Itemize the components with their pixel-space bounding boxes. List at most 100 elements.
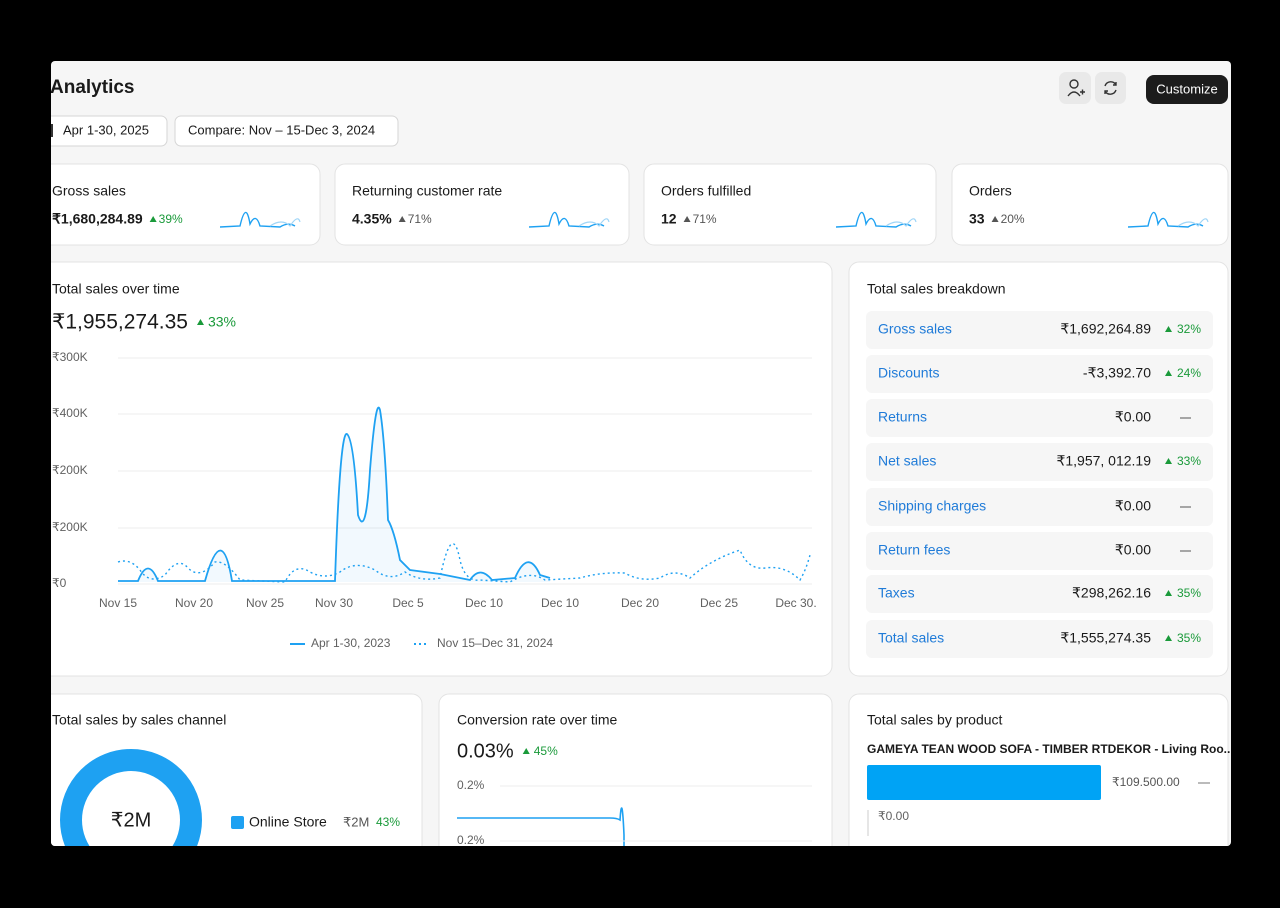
kpi-change: 20% [1001, 212, 1025, 226]
date-filter[interactable] [40, 115, 168, 147]
page-title: Analytics [50, 77, 134, 98]
x-tick-label: Nov 25 [246, 596, 284, 610]
x-tick-label: Nov 20 [175, 596, 213, 610]
total-change: 33% [208, 314, 236, 330]
y-tick-label: 0.2% [457, 833, 485, 847]
row-label: Net sales [878, 453, 936, 469]
conversion-line [457, 807, 625, 846]
y-tick-label: ₹300K [52, 350, 88, 364]
x-tick-label: Dec 10 [541, 596, 579, 610]
x-tick-label: Dec 5 [392, 596, 424, 610]
up-arrow [1165, 326, 1172, 332]
card-title: Total sales breakdown [867, 281, 1006, 297]
card-title: Total sales by sales channel [52, 712, 226, 728]
breakdown-row [866, 532, 1213, 570]
row-value: ₹298,262.16 [1072, 585, 1151, 601]
row-value: -₹3,392.70 [1083, 365, 1151, 381]
x-tick-label: Dec 20 [621, 596, 659, 610]
conversion-change: 45% [534, 744, 558, 758]
icon-button[interactable] [1095, 72, 1126, 104]
card-title: Total sales over time [52, 281, 180, 297]
card [51, 261, 833, 677]
up-arrow [683, 216, 691, 222]
row-change: 35% [1177, 631, 1201, 645]
card-title: Conversion rate over time [457, 712, 618, 728]
legend-swatch [231, 816, 244, 829]
row-value: ₹1,692,264.89 [1060, 321, 1151, 337]
x-tick-label: Dec 10 [465, 596, 503, 610]
axis-label: ₹0.00 [878, 809, 909, 823]
sparkline-compare [578, 218, 610, 227]
product-value: ₹109.500.00 [1112, 775, 1180, 789]
kpi-card [51, 163, 321, 246]
up-arrow [1165, 590, 1172, 596]
button-label: Customize [1156, 81, 1217, 96]
kpi-card [951, 163, 1229, 246]
x-tick-label: Dec 25 [700, 596, 738, 610]
kpi-value: 12 [661, 211, 677, 227]
breakdown-row [866, 620, 1213, 658]
card [51, 693, 423, 846]
up-arrow [1165, 458, 1172, 464]
compare-filter[interactable] [174, 115, 399, 147]
x-tick-label: Dec 30. [775, 596, 816, 610]
donut-label: ₹2M [111, 809, 152, 831]
row-label: Gross sales [878, 321, 952, 337]
card-title: Total sales by product [867, 712, 1003, 728]
card [438, 693, 833, 846]
breakdown-row [866, 575, 1213, 613]
x-tick-label: Nov 15 [99, 596, 137, 610]
compare-line [117, 543, 811, 583]
legend-name: Online Store [249, 814, 327, 830]
kpi-label: Gross sales [52, 183, 126, 199]
row-change: 32% [1177, 322, 1201, 336]
row-label: Total sales [878, 630, 944, 646]
customize-button[interactable] [1146, 75, 1228, 104]
kpi-label: Orders fulfilled [661, 183, 751, 199]
row-label: Discounts [878, 365, 939, 381]
up-arrow [1165, 370, 1172, 376]
up-arrow [149, 216, 157, 222]
y-tick-label: ₹200K [52, 520, 88, 534]
kpi-change: 71% [408, 212, 432, 226]
kpi-change: 71% [693, 212, 717, 226]
y-tick-label: ₹0 [52, 576, 67, 590]
kpi-value: 33 [969, 211, 985, 227]
sales-line [118, 406, 551, 582]
conversion-value: 0.03% [457, 740, 514, 762]
kpi-value: ₹1,680,284.89 [52, 211, 143, 227]
breakdown-row [866, 488, 1213, 526]
product-bar [867, 765, 1101, 800]
user-icon [1067, 79, 1085, 97]
row-change: 33% [1177, 454, 1201, 468]
product-name: GAMEYA TEAN WOOD SOFA - TIMBER RTDEKOR -… [867, 742, 1234, 756]
x-tick-label: Nov 30 [315, 596, 353, 610]
kpi-change: 39% [159, 212, 183, 226]
breakdown-row [866, 355, 1213, 393]
row-label: Taxes [878, 585, 915, 601]
kpi-card [334, 163, 630, 246]
kpi-card [643, 163, 937, 246]
legend-label: Apr 1-30, 2023 [311, 636, 391, 650]
total-value: ₹1,955,274.35 [52, 311, 188, 334]
up-arrow [522, 748, 530, 754]
breakdown-row [866, 443, 1213, 481]
row-change: 35% [1177, 586, 1201, 600]
row-value: ₹0.00 [1115, 498, 1151, 514]
row-value: ₹1,555,274.35 [1060, 630, 1151, 646]
y-tick-label: ₹400K [52, 406, 88, 420]
row-value: ₹0.00 [1115, 409, 1151, 425]
compare-label: Compare: Nov – 15-Dec 3, 2024 [188, 122, 375, 137]
y-tick-label: 0.2% [457, 778, 485, 792]
row-value: ₹1,957, 012.19 [1056, 453, 1151, 469]
sparkline-compare [885, 218, 917, 227]
calendar-icon [51, 124, 53, 137]
refresh-icon [1104, 81, 1117, 95]
date-label: Apr 1-30, 2025 [63, 122, 149, 137]
breakdown-row [866, 311, 1213, 349]
row-change: 24% [1177, 366, 1201, 380]
row-label: Shipping charges [878, 498, 986, 514]
kpi-label: Orders [969, 183, 1012, 199]
dashboard: Analytics Customize Apr 1-30, 2025 Compa… [40, 61, 1234, 847]
